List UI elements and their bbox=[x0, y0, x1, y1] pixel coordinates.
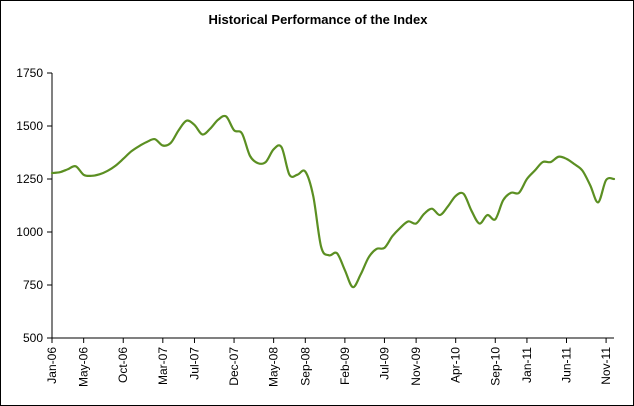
y-tick-label: 1500 bbox=[16, 119, 43, 133]
plot-area: 500 750 1000 1250 1500 1750 Jan-06 May-06 Oct-06… bbox=[16, 66, 616, 387]
x-tick-label: Sep-08 bbox=[298, 347, 312, 386]
y-tick-label: 750 bbox=[23, 278, 43, 292]
x-tick-label: Mar-07 bbox=[156, 347, 170, 385]
y-tick-label: 500 bbox=[23, 331, 43, 345]
x-tick-label: May-06 bbox=[77, 347, 91, 387]
y-tick-label: 1750 bbox=[16, 66, 43, 80]
x-tick-label: Jun-11 bbox=[560, 347, 574, 383]
x-tick-label: Nov-09 bbox=[409, 347, 423, 386]
x-tick-label: Jul-09 bbox=[377, 347, 391, 380]
x-tick-label: Jan-06 bbox=[45, 347, 59, 384]
x-tick-label: Nov-11 bbox=[599, 347, 613, 385]
series-line bbox=[50, 114, 616, 289]
x-tick-label: Sep-10 bbox=[488, 347, 502, 386]
x-tick-label: Jul-07 bbox=[187, 347, 201, 380]
x-tick-label: Jan-11 bbox=[520, 347, 534, 383]
x-tick-label: May-08 bbox=[267, 347, 281, 387]
x-tick-label: Feb-09 bbox=[338, 347, 352, 385]
x-tick-label: Apr-10 bbox=[449, 347, 463, 383]
y-tick-label: 1000 bbox=[16, 225, 43, 239]
x-tick-label: Oct-06 bbox=[116, 347, 130, 383]
x-tick-label: Dec-07 bbox=[227, 347, 241, 386]
chart-title: Historical Performance of the Index bbox=[209, 12, 429, 27]
y-tick-label: 1250 bbox=[16, 172, 43, 186]
